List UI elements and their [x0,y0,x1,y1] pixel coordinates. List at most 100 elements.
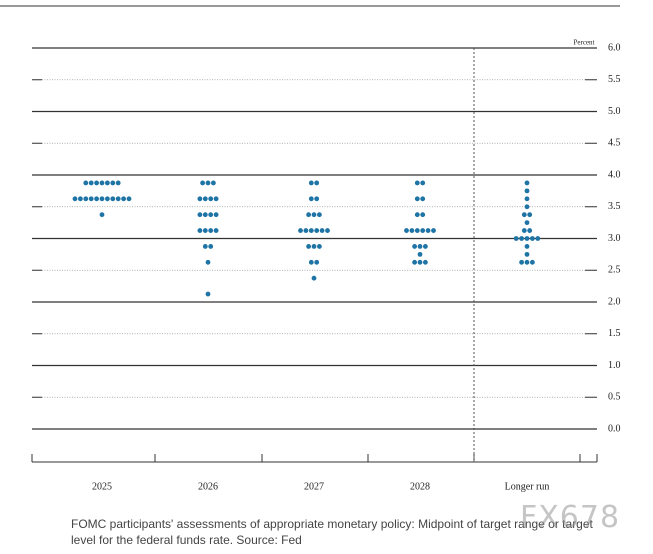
dot [208,228,214,233]
y-tick-label: 3.0 [608,233,621,244]
dot [110,180,116,186]
dot [88,180,94,186]
dot [208,212,214,218]
dot [306,244,311,249]
dot [306,212,311,218]
x-tick-label: 2026 [198,481,218,492]
dot [414,212,420,218]
x-tick-label: Longer run [505,481,550,492]
dot [99,212,105,218]
dot [308,228,314,233]
dot [197,212,203,218]
dot [115,180,121,186]
dot [213,228,219,233]
dot [524,180,530,186]
dot [94,180,99,186]
dot [420,180,426,186]
dot [202,244,208,249]
dot [524,251,530,257]
y-tick-label: 4.0 [608,169,621,180]
dot [524,259,530,265]
dot [83,196,89,202]
dot [530,236,535,241]
dot [298,228,303,233]
dot [319,228,325,233]
dot [126,196,132,202]
dot [417,251,423,257]
dot [412,244,417,249]
dot [530,259,535,265]
dot [311,275,317,281]
dot [414,196,420,202]
dot [303,228,309,233]
dot [105,180,110,186]
dot [83,180,89,186]
dot [409,228,415,233]
x-tick-label: 2028 [410,481,430,492]
dot [524,236,530,241]
y-tick-label: 1.5 [608,328,621,339]
dot [311,212,317,218]
y-axis-unit: Percent [574,39,595,47]
dot [423,244,428,249]
dot [202,228,208,233]
dot [94,196,99,202]
dot [308,196,314,202]
dot [314,196,320,202]
caption: FOMC participants' assessments of approp… [71,517,593,547]
dot [317,244,322,249]
dot [314,259,320,265]
dot [519,259,524,265]
dot [197,196,203,202]
dot [404,228,409,233]
dot [200,180,206,186]
dot [527,212,533,218]
dot [535,236,541,241]
dot [314,180,320,186]
dot [208,196,214,202]
dot [420,212,426,218]
dot [431,228,436,233]
dot [524,188,530,194]
dot [205,259,211,265]
dot [417,244,423,249]
dot [423,259,428,265]
dot [425,228,431,233]
y-tick-label: 3.5 [608,201,621,212]
dot [213,196,219,202]
x-tick-label: 2025 [92,481,112,492]
dot [205,291,211,297]
y-tick-label: 2.5 [608,265,621,276]
dot [317,212,322,218]
y-tick-label: 6.0 [608,42,621,53]
dot [197,228,203,233]
dot [202,212,208,218]
dot [524,220,530,226]
y-tick-label: 1.0 [608,360,621,371]
dot [99,196,105,202]
dot [524,244,530,249]
dot [211,180,216,186]
dot [414,180,420,186]
dot [72,196,78,202]
dot [115,196,121,202]
y-tick-label: 0.5 [608,392,621,403]
dot [521,228,527,233]
dot [202,196,208,202]
dot [420,196,426,202]
dot [414,228,420,233]
dot [311,244,317,249]
watermark: FX678 [520,500,621,535]
y-tick-label: 4.5 [608,138,621,149]
dot [527,228,533,233]
dot [99,180,105,186]
dot [213,212,219,218]
dot [205,180,211,186]
dot [88,196,94,202]
dot [78,196,83,202]
dot [420,228,426,233]
dot [412,259,417,265]
dot [524,204,530,210]
